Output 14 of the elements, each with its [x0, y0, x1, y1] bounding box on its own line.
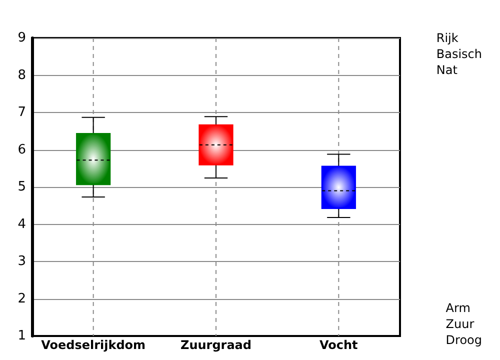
y-tick-label: 9: [18, 30, 26, 46]
x-tick-label: Voedselrijkdom: [41, 338, 146, 352]
text: Rijk Basisch Nat: [436, 31, 482, 77]
y-tick-label: 7: [18, 105, 26, 120]
y-tick-label: 4: [18, 216, 26, 232]
y-tick-label: 2: [18, 291, 26, 306]
y-tick-label: 1: [18, 328, 26, 344]
y-tick-label: 6: [18, 142, 26, 158]
x-tick-label: Vocht: [320, 338, 358, 352]
text: Arm Zuur Droog: [446, 301, 482, 347]
y-tick-label: 5: [18, 180, 26, 194]
y-tick-label: 8: [18, 68, 26, 83]
x-tick-label: Zuurgraad: [180, 338, 252, 352]
y-tick-label: 3: [18, 254, 26, 269]
